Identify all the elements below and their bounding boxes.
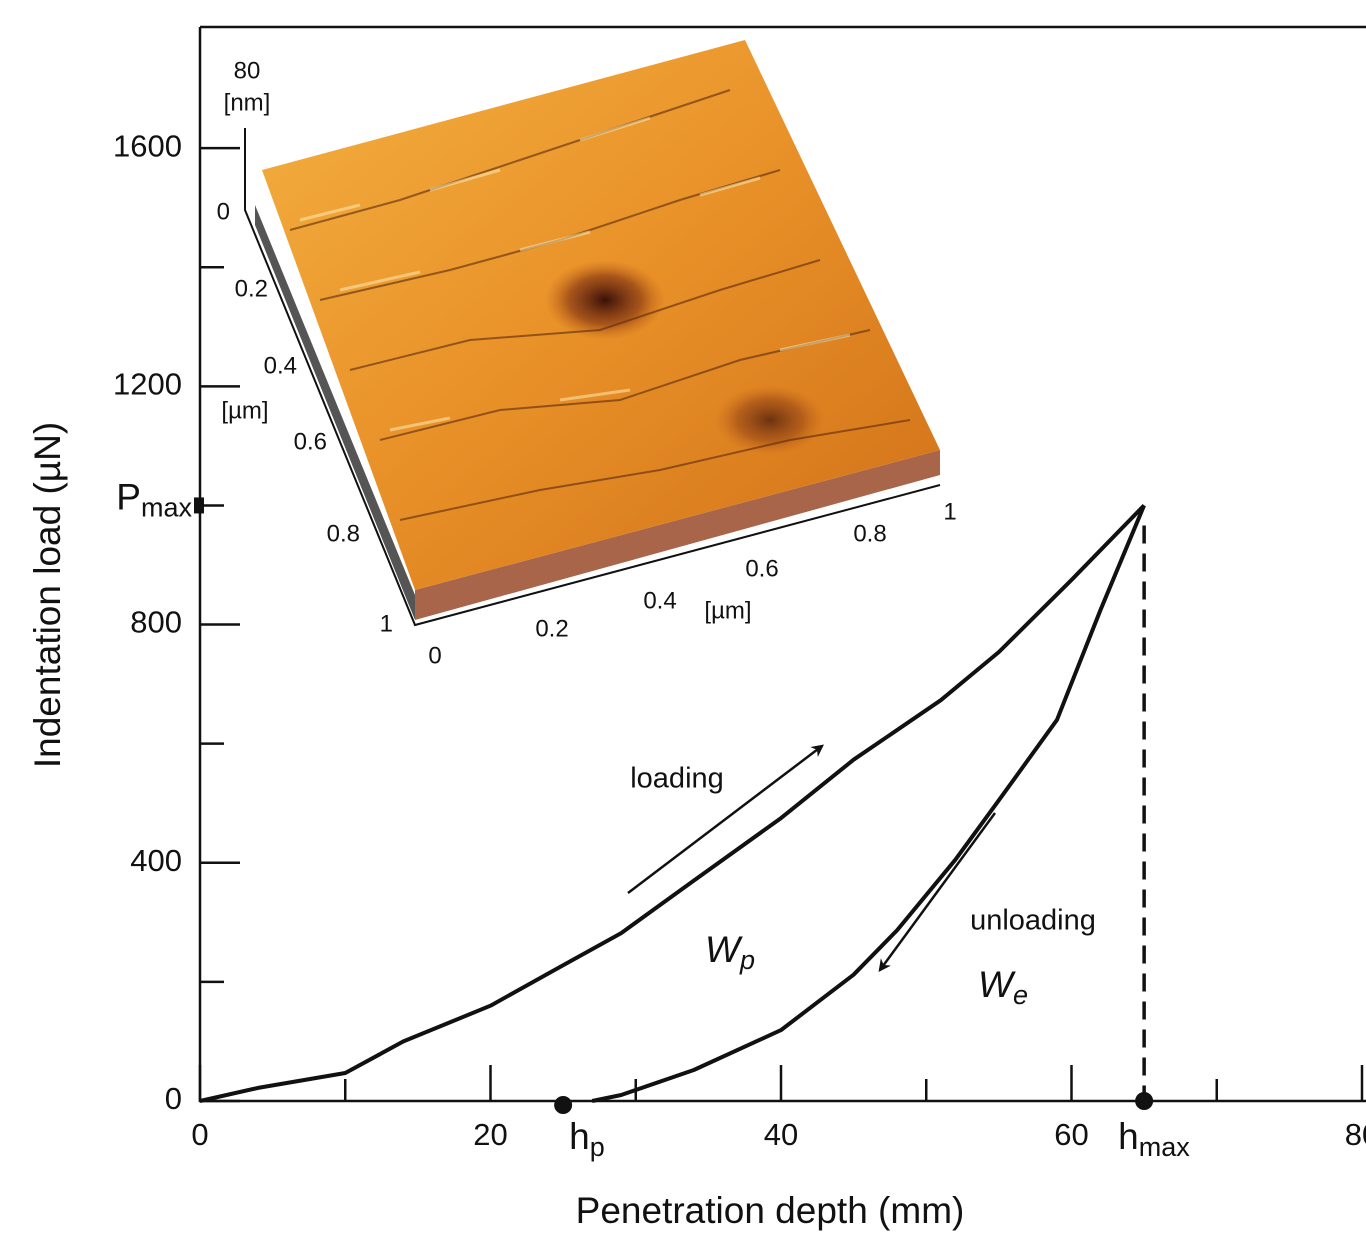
inset-label: 0.4 bbox=[643, 587, 676, 614]
inset-label: 0.8 bbox=[327, 520, 360, 547]
h-max-label-symbol: h bbox=[1118, 1116, 1139, 1157]
x-tick-label: 20 bbox=[473, 1117, 507, 1152]
p-max-marker bbox=[194, 497, 204, 513]
inset-label: 1 bbox=[380, 610, 393, 637]
y-tick-label: 1600 bbox=[113, 128, 182, 163]
we-label-sub: e bbox=[1013, 980, 1028, 1010]
x-tick-label: 60 bbox=[1054, 1117, 1088, 1152]
inset-label: 1 bbox=[943, 498, 956, 525]
y-tick-label: 0 bbox=[165, 1081, 182, 1116]
inset-label: 80 bbox=[234, 57, 261, 84]
h-p-label: hp bbox=[569, 1116, 605, 1162]
inset-label: [µm] bbox=[704, 597, 751, 624]
inset-label: 0.6 bbox=[745, 555, 778, 582]
inset-label: [nm] bbox=[224, 89, 271, 116]
inset-label: 0.2 bbox=[535, 615, 568, 642]
inset-label: 0.4 bbox=[264, 352, 297, 379]
h-max-label-sub: max bbox=[1139, 1132, 1191, 1162]
page: {"chart_data": { "type": "line", "x_labe… bbox=[0, 0, 1366, 1239]
p-max-label: Pmax bbox=[116, 476, 192, 522]
wp-label-sub: p bbox=[739, 945, 755, 975]
h-max-label: hmax bbox=[1118, 1116, 1190, 1162]
h-p-label-sub: p bbox=[590, 1132, 605, 1162]
y-axis-title: Indentation load (µN) bbox=[27, 422, 68, 768]
inset-label: [µm] bbox=[221, 397, 268, 424]
we-label: We bbox=[978, 964, 1028, 1010]
chart: 800[nm]0.20.40.60.81[µm]00.20.40.60.81[µ… bbox=[0, 0, 1366, 1239]
inset-label: 0.6 bbox=[294, 428, 327, 455]
wp-label: Wp bbox=[705, 929, 755, 975]
h-p-label-symbol: h bbox=[569, 1116, 590, 1157]
x-axis-title: Penetration depth (mm) bbox=[576, 1190, 965, 1231]
x-tick-label: 80 bbox=[1345, 1117, 1366, 1152]
y-tick-label: 400 bbox=[130, 843, 182, 878]
wp-label-symbol: W bbox=[705, 929, 743, 970]
inset-label: 0.8 bbox=[853, 520, 886, 547]
loading-label: loading bbox=[630, 763, 724, 795]
y-tick-label: 1200 bbox=[113, 367, 182, 402]
inset-label: 0 bbox=[428, 642, 441, 669]
x-tick-label: 40 bbox=[764, 1117, 798, 1152]
p-max-label-symbol: P bbox=[116, 476, 141, 517]
p-max-label-sub: max bbox=[141, 493, 193, 523]
unloading-arrow bbox=[880, 813, 995, 970]
unloading-label: unloading bbox=[970, 905, 1096, 937]
y-tick-label: 800 bbox=[130, 605, 182, 640]
inset-label: 0.2 bbox=[235, 275, 268, 302]
inset-label: 0 bbox=[217, 198, 230, 225]
x-tick-label: 0 bbox=[191, 1117, 208, 1152]
h-p-marker bbox=[554, 1096, 572, 1114]
we-label-symbol: W bbox=[978, 964, 1016, 1005]
